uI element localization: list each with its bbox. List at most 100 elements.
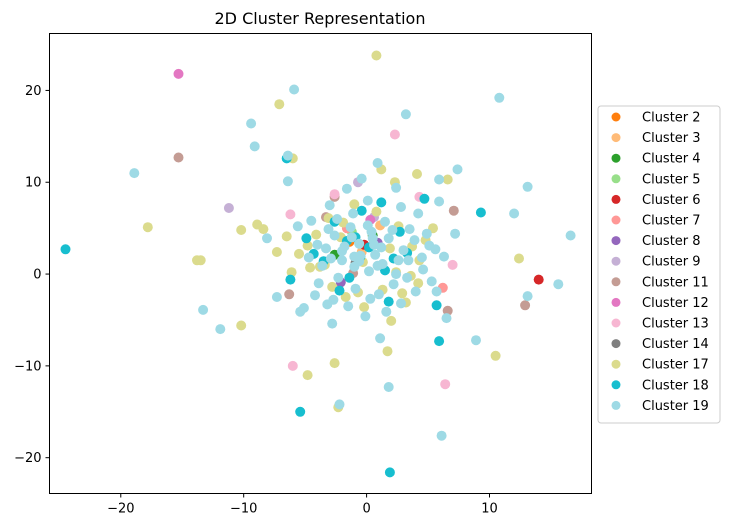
data-point: [329, 358, 340, 369]
x-tick-label: 10: [481, 502, 498, 517]
data-point: [372, 260, 383, 271]
legend-label: Cluster 3: [642, 131, 701, 146]
data-point: [287, 360, 298, 371]
data-point: [475, 207, 486, 218]
data-point: [402, 272, 413, 283]
data-point: [346, 232, 357, 243]
x-tick-label: 0: [362, 502, 370, 517]
data-point: [386, 315, 397, 326]
data-point: [356, 173, 367, 184]
data-point: [522, 181, 533, 192]
data-point: [447, 259, 458, 270]
data-point: [322, 299, 333, 310]
legend-label: Cluster 13: [642, 317, 709, 332]
data-point: [198, 304, 209, 315]
data-point: [362, 195, 373, 206]
data-point: [323, 224, 334, 235]
data-point: [311, 229, 322, 240]
data-point: [282, 150, 293, 161]
data-point: [370, 249, 381, 260]
data-point: [303, 252, 314, 263]
data-point: [376, 197, 387, 208]
data-point: [381, 306, 392, 317]
data-point: [419, 193, 430, 204]
data-point: [284, 289, 295, 300]
x-axis: −20 −10 0 10: [107, 493, 498, 517]
data-point: [410, 286, 421, 297]
data-point: [553, 279, 564, 290]
legend-marker: [611, 236, 621, 246]
y-axis: −20 −10 0 10 20: [14, 84, 50, 466]
data-point: [494, 92, 505, 103]
data-point: [356, 205, 367, 216]
data-point: [249, 141, 260, 152]
data-point: [397, 288, 408, 299]
data-point: [365, 293, 376, 304]
data-point: [258, 224, 269, 235]
data-point: [340, 292, 351, 302]
data-point: [359, 302, 370, 313]
data-point: [452, 164, 463, 175]
data-point: [349, 251, 360, 262]
data-point: [367, 233, 378, 244]
legend-label: Cluster 14: [642, 337, 709, 352]
data-point: [388, 279, 399, 290]
legend-marker: [611, 339, 621, 349]
data-point: [329, 189, 340, 200]
y-tick-label: −20: [14, 451, 41, 466]
data-point: [398, 245, 409, 256]
data-point: [373, 289, 384, 300]
data-point: [129, 168, 140, 179]
data-point: [282, 176, 293, 187]
data-point: [325, 253, 336, 264]
data-point: [431, 300, 442, 311]
legend-marker: [611, 400, 621, 410]
legend-label: Cluster 12: [642, 296, 709, 311]
legend-marker: [611, 112, 621, 122]
data-point: [298, 303, 309, 313]
data-point: [426, 276, 437, 287]
legend-marker: [611, 256, 621, 266]
legend-marker: [611, 174, 621, 184]
data-point: [431, 286, 442, 297]
data-point: [324, 200, 335, 211]
y-tick-label: 0: [33, 268, 41, 283]
y-tick-label: 10: [25, 176, 42, 191]
data-point: [413, 278, 424, 289]
data-point: [60, 244, 71, 255]
data-point: [396, 202, 406, 212]
data-point: [236, 225, 247, 235]
data-point: [262, 233, 272, 244]
data-point: [384, 467, 395, 478]
data-point: [434, 336, 445, 347]
series-cluster-13: [285, 129, 458, 390]
data-point: [274, 99, 285, 110]
data-point: [436, 430, 447, 441]
data-point: [302, 370, 313, 381]
legend: Cluster 2 Cluster 3 Cluster 4 Cluster 5 Clus…: [597, 105, 721, 424]
data-point: [215, 324, 226, 335]
data-point: [317, 260, 328, 271]
data-point: [522, 291, 533, 302]
data-point: [349, 199, 360, 210]
data-point: [404, 224, 415, 235]
y-tick-label: 20: [25, 84, 42, 99]
data-point: [418, 264, 429, 275]
data-point: [327, 318, 338, 329]
plot-area: [60, 50, 576, 478]
data-point: [345, 222, 356, 233]
data-point: [333, 272, 344, 283]
data-point: [246, 118, 257, 129]
plot-frame: [49, 33, 592, 494]
data-point: [173, 68, 184, 79]
data-point: [306, 215, 317, 226]
data-point: [195, 255, 206, 266]
data-point: [514, 253, 524, 264]
data-point: [416, 252, 427, 263]
data-point: [375, 333, 386, 344]
data-point: [434, 196, 445, 207]
data-point: [294, 248, 304, 259]
data-point: [391, 182, 402, 193]
data-point: [409, 235, 420, 246]
data-point: [441, 313, 452, 324]
